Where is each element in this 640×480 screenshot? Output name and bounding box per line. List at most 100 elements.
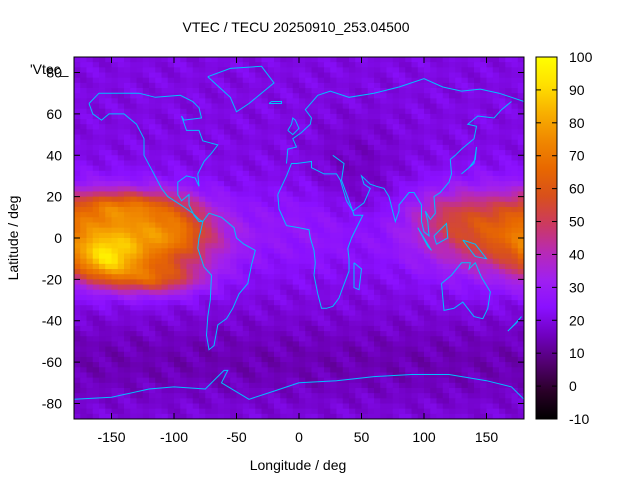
heatmap-cell bbox=[317, 387, 325, 394]
heatmap-cell bbox=[467, 160, 475, 166]
heatmap-cell bbox=[267, 382, 275, 389]
heatmap-cell bbox=[167, 181, 175, 187]
heatmap-cell bbox=[474, 243, 481, 249]
heatmap-cell bbox=[317, 341, 325, 347]
heatmap-cell bbox=[461, 196, 469, 203]
heatmap-cell bbox=[217, 362, 225, 368]
heatmap-cell bbox=[499, 310, 506, 316]
heatmap-cell bbox=[505, 175, 512, 182]
heatmap-cell bbox=[330, 103, 337, 110]
heatmap-cell bbox=[417, 372, 425, 379]
heatmap-cell bbox=[255, 320, 262, 327]
heatmap-cell bbox=[386, 124, 394, 130]
heatmap-cell bbox=[299, 284, 306, 291]
heatmap-cell bbox=[311, 362, 319, 368]
heatmap-cell bbox=[342, 310, 350, 316]
heatmap-cell bbox=[186, 341, 194, 347]
heatmap-cell bbox=[255, 57, 262, 63]
heatmap-cell bbox=[217, 398, 225, 404]
heatmap-cell bbox=[480, 150, 487, 156]
heatmap-cell bbox=[249, 175, 256, 182]
heatmap-cell bbox=[224, 150, 231, 156]
heatmap-cell bbox=[261, 170, 269, 177]
heatmap-cell bbox=[186, 88, 194, 94]
heatmap-cell bbox=[374, 362, 381, 368]
heatmap-cell bbox=[405, 212, 412, 218]
heatmap-cell bbox=[380, 160, 387, 166]
heatmap-cell bbox=[161, 408, 169, 415]
heatmap-cell bbox=[505, 320, 512, 327]
heatmap-cell bbox=[130, 134, 137, 141]
heatmap-cell bbox=[242, 129, 250, 135]
heatmap-cell bbox=[467, 362, 475, 368]
heatmap-cell bbox=[186, 232, 194, 239]
heatmap-cell bbox=[242, 289, 250, 296]
heatmap-cell bbox=[230, 201, 237, 208]
heatmap-cell bbox=[174, 248, 181, 254]
heatmap-cell bbox=[280, 377, 287, 384]
heatmap-cell bbox=[86, 279, 94, 285]
heatmap-cell bbox=[349, 258, 356, 265]
heatmap-cell bbox=[374, 269, 381, 275]
heatmap-cell bbox=[386, 310, 394, 316]
heatmap-cell bbox=[267, 206, 275, 213]
heatmap-cell bbox=[317, 124, 325, 130]
heatmap-cell bbox=[430, 377, 437, 384]
heatmap-cell bbox=[186, 227, 194, 234]
heatmap-cell bbox=[449, 98, 456, 104]
heatmap-cell bbox=[92, 222, 100, 229]
heatmap-cell bbox=[124, 289, 131, 296]
heatmap-cell bbox=[86, 129, 94, 135]
heatmap-cell bbox=[467, 222, 475, 229]
heatmap-cell bbox=[174, 315, 181, 322]
heatmap-cell bbox=[399, 279, 406, 285]
heatmap-cell bbox=[349, 144, 356, 151]
heatmap-cell bbox=[211, 217, 219, 223]
heatmap-cell bbox=[349, 139, 356, 146]
heatmap-cell bbox=[355, 165, 362, 172]
heatmap-cell bbox=[230, 88, 237, 94]
heatmap-cell bbox=[342, 274, 350, 280]
heatmap-cell bbox=[342, 57, 350, 63]
heatmap-cell bbox=[161, 155, 169, 161]
heatmap-cell bbox=[517, 269, 525, 275]
heatmap-cell bbox=[517, 382, 525, 389]
heatmap-cell bbox=[80, 289, 87, 296]
heatmap-cell bbox=[424, 150, 431, 156]
heatmap-cell bbox=[255, 232, 262, 239]
heatmap-cell bbox=[80, 305, 87, 311]
heatmap-cell bbox=[161, 186, 169, 192]
heatmap-cell bbox=[149, 72, 156, 79]
heatmap-cell bbox=[217, 93, 225, 99]
heatmap-cell bbox=[142, 77, 150, 84]
heatmap-cell bbox=[261, 377, 269, 384]
heatmap-cell bbox=[167, 175, 175, 182]
heatmap-cell bbox=[336, 139, 344, 146]
heatmap-cell bbox=[211, 300, 219, 306]
heatmap-cell bbox=[286, 356, 294, 363]
heatmap-cell bbox=[236, 403, 244, 410]
heatmap-cell bbox=[355, 191, 362, 198]
heatmap-cell bbox=[199, 279, 206, 285]
heatmap-cell bbox=[467, 196, 475, 203]
heatmap-cell bbox=[330, 175, 337, 182]
heatmap-cell bbox=[386, 269, 394, 275]
heatmap-cell bbox=[224, 284, 231, 291]
heatmap-cell bbox=[349, 284, 356, 291]
heatmap-cell bbox=[336, 325, 344, 332]
heatmap-cell bbox=[99, 408, 106, 415]
heatmap-cell bbox=[136, 134, 144, 141]
heatmap-cell bbox=[355, 403, 362, 410]
heatmap-cell bbox=[105, 274, 112, 280]
heatmap-cell bbox=[399, 77, 406, 84]
heatmap-cell bbox=[299, 144, 306, 151]
heatmap-cell bbox=[286, 206, 294, 213]
heatmap-cell bbox=[361, 310, 369, 316]
heatmap-cell bbox=[249, 315, 256, 322]
heatmap-cell bbox=[417, 403, 425, 410]
heatmap-cell bbox=[236, 258, 244, 265]
heatmap-cell bbox=[430, 98, 437, 104]
heatmap-cell bbox=[99, 119, 106, 125]
heatmap-cell bbox=[367, 372, 375, 379]
heatmap-cell bbox=[92, 88, 100, 94]
